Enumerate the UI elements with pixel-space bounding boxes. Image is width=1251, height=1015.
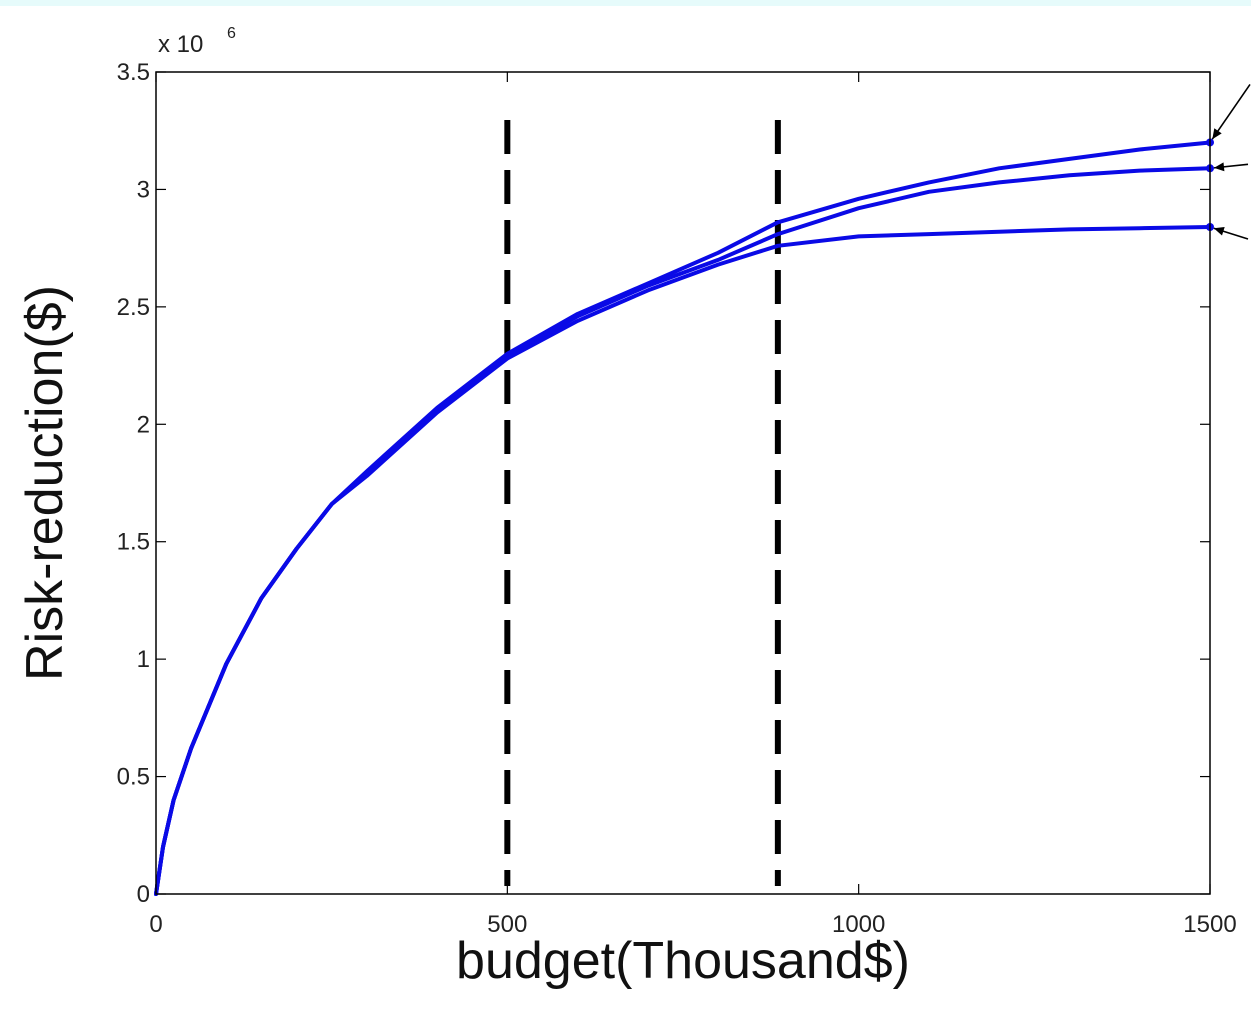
- vertical-markers: [504, 120, 781, 886]
- y-tick-label: 1.5: [117, 529, 150, 556]
- y-tick-label: 2.5: [117, 294, 150, 321]
- y-tick-label: 3.5: [117, 59, 150, 86]
- plot-frame: [155, 71, 1211, 895]
- callout-arrowhead: [1214, 162, 1225, 172]
- y-tick-label: 0.5: [117, 764, 150, 791]
- top-band: [0, 0, 1251, 6]
- ticks-group: 0 500 1000 1500 0 0.5 1 1.5 2 2.5 3 3.5: [117, 59, 1237, 938]
- y-tick-label: 2: [137, 411, 150, 438]
- x-tick-label: 1000: [832, 911, 885, 938]
- callout-arrow-line: [1211, 84, 1251, 140]
- x-tick-label: 0: [149, 911, 162, 938]
- y-tick-label: 1: [137, 646, 150, 673]
- y-multiplier-exponent: 6: [227, 25, 236, 42]
- callout-arrowhead: [1212, 128, 1222, 140]
- callout-arrowhead: [1213, 227, 1225, 236]
- x-tick-label: 1500: [1183, 911, 1236, 938]
- callout-arrows: [1211, 84, 1251, 240]
- y-tick-label: 0: [137, 881, 150, 908]
- series-group: [154, 138, 1214, 896]
- x-axis-title: budget(Thousand$): [456, 932, 910, 990]
- x-tick-label: 500: [487, 911, 527, 938]
- series-line: [154, 225, 1212, 896]
- y-axis-title: Risk-reduction($): [16, 285, 74, 681]
- y-tick-label: 3: [137, 176, 150, 203]
- series-line: [154, 140, 1212, 896]
- y-multiplier-label: x 10: [158, 31, 203, 58]
